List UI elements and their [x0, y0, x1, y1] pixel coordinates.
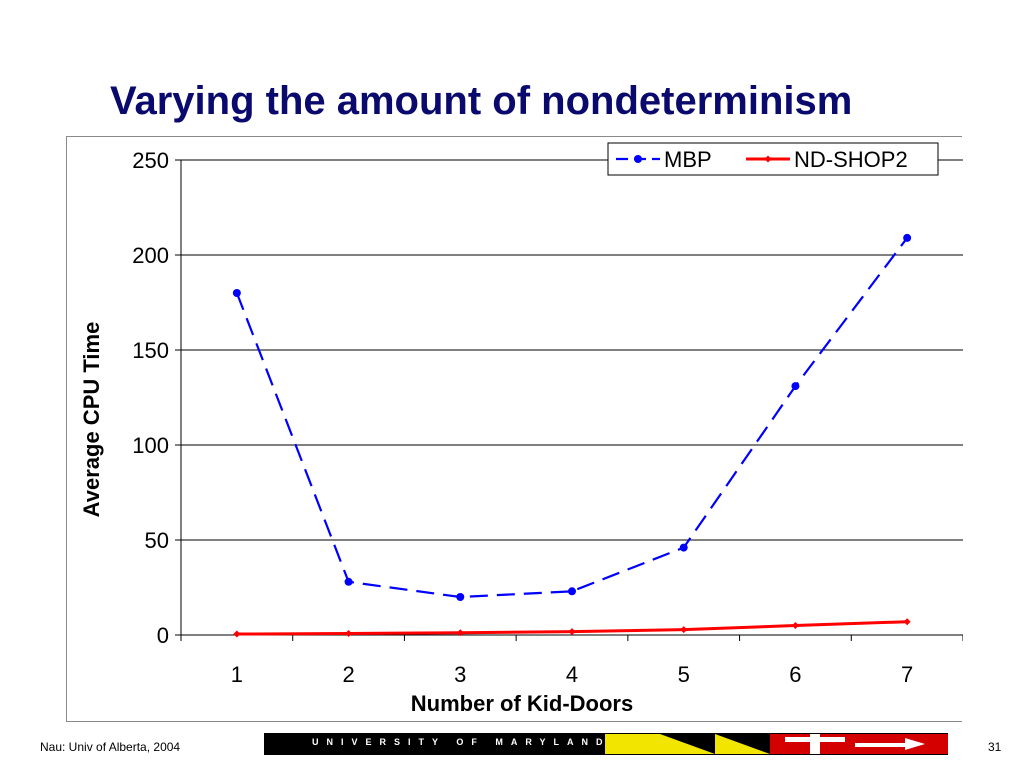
- data-point-nd-shop2: [233, 630, 241, 638]
- y-axis-label: Average CPU Time: [79, 322, 104, 518]
- x-tick-label: 1: [231, 662, 243, 687]
- footer-credit: Nau: Univ of Alberta, 2004: [40, 740, 181, 754]
- data-point-nd-shop2: [345, 629, 353, 637]
- data-point-mbp: [232, 289, 241, 297]
- data-point-mbp: [791, 382, 800, 391]
- y-tick-label: 50: [145, 528, 169, 553]
- data-point-mbp: [568, 587, 576, 596]
- y-tick-label: 100: [132, 433, 169, 458]
- y-tick-label: 150: [132, 338, 169, 363]
- banner-text: UNIVERSITY OF MARYLAND: [312, 737, 611, 747]
- series-line-mbp: [235, 237, 909, 599]
- x-tick-label: 3: [454, 662, 466, 687]
- maryland-flag-icon: [605, 734, 948, 754]
- slide-title: Varying the amount of nondeterminism: [110, 79, 853, 123]
- y-tick-label: 250: [132, 148, 169, 173]
- data-point-nd-shop2: [568, 628, 576, 636]
- y-tick-label: 200: [132, 243, 169, 268]
- chart-area: 0 50 100 150 200 250 1 2 3 4 5 6 7 Number of Kid-Door…: [66, 136, 963, 722]
- line-chart: 0 50 100 150 200 250 1 2 3 4 5 6 7 Number of Kid-Door…: [79, 142, 963, 716]
- page-number: 31: [988, 740, 1002, 754]
- x-tick-label: 6: [789, 662, 801, 687]
- data-point-mbp: [903, 233, 912, 242]
- data-point-mbp: [456, 593, 465, 601]
- y-tick-label: 0: [157, 623, 169, 648]
- x-tick-label: 5: [678, 662, 690, 687]
- x-axis-label: Number of Kid-Doors: [411, 691, 633, 716]
- university-banner: UNIVERSITY OF MARYLAND: [264, 733, 948, 755]
- x-tick-label: 4: [566, 662, 578, 687]
- data-point-nd-shop2: [680, 626, 688, 634]
- x-tick-label: 7: [901, 662, 913, 687]
- legend-label: MBP: [664, 147, 712, 172]
- x-tick-label: 2: [342, 662, 354, 687]
- data-point-mbp: [679, 543, 688, 552]
- data-point-nd-shop2: [791, 622, 799, 629]
- legend-marker: [764, 155, 772, 163]
- legend-marker: [634, 155, 642, 163]
- data-point-nd-shop2: [456, 629, 464, 637]
- data-point-nd-shop2: [903, 618, 911, 626]
- legend-label: ND-SHOP2: [794, 147, 908, 172]
- data-point-mbp: [344, 577, 353, 586]
